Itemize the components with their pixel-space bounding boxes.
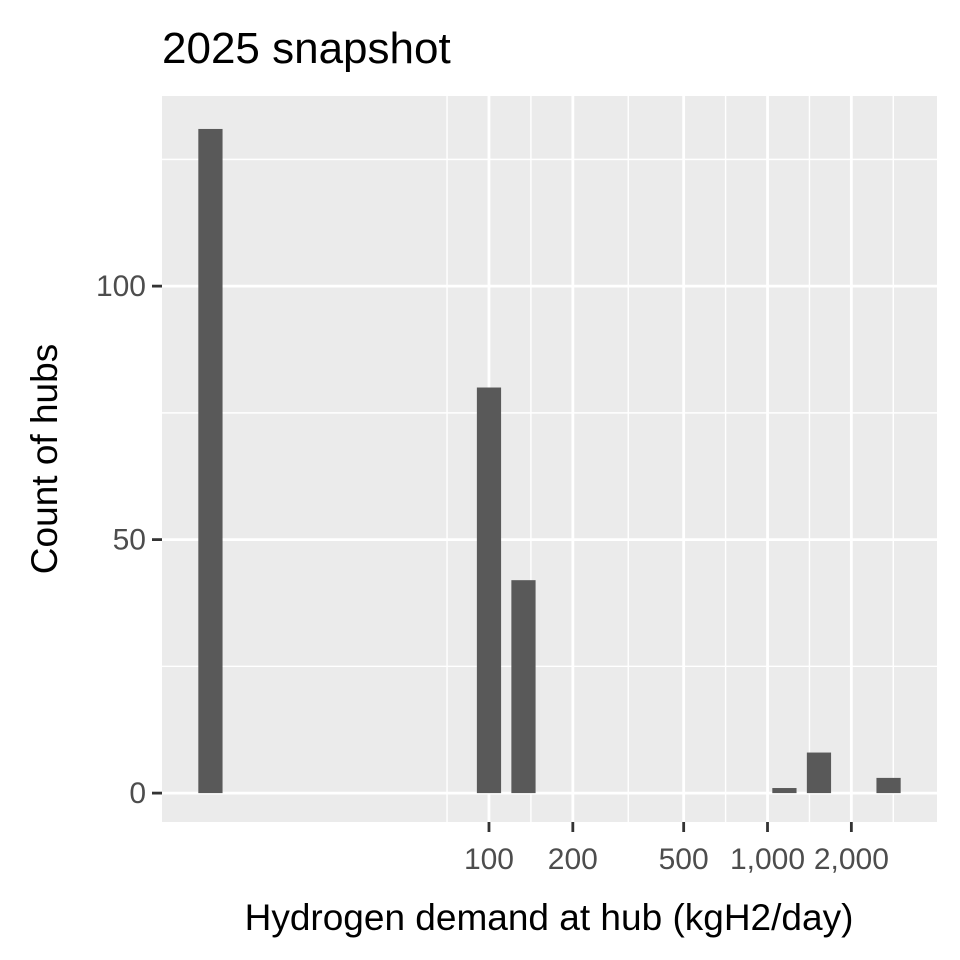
x-tick-label: 1,000 [730,843,805,876]
histogram-bar [876,777,901,794]
histogram-bar [476,387,502,794]
histogram-bar [198,128,223,794]
x-axis: 100 200 500 1,000 2,000 [464,822,889,876]
histogram-bar [772,788,797,794]
bars [198,128,901,794]
histogram-bar [511,580,536,794]
plot-panel [162,96,937,822]
x-axis-title: Hydrogen demand at hub (kgH2/day) [245,897,854,938]
x-tick-label: 100 [464,843,514,876]
y-axis-title: Count of hubs [24,344,65,574]
y-axis: 0 50 100 [96,270,162,810]
grid-minor [162,96,937,822]
x-tick-label: 2,000 [814,843,889,876]
y-tick-label: 50 [113,524,146,557]
histogram-bar [806,752,832,794]
x-tick-label: 500 [659,843,709,876]
chart-title: 2025 snapshot [162,24,451,73]
y-tick-label: 0 [129,777,146,810]
y-tick-label: 100 [96,270,146,303]
x-tick-label: 200 [548,843,598,876]
